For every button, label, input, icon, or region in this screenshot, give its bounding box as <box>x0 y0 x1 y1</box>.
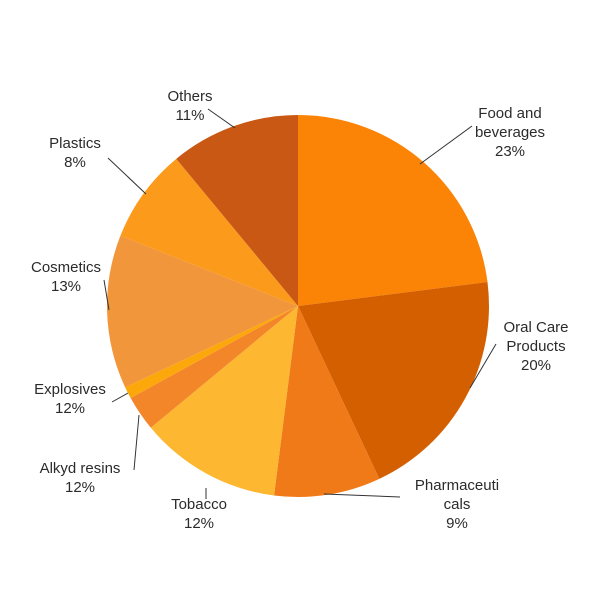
pie-slice-cosmetics <box>107 235 299 388</box>
leader-line <box>323 493 401 498</box>
pie-slices <box>107 115 489 497</box>
slice-category: Oral Care <box>503 319 568 336</box>
slice-label: Food and beverages 23% <box>475 105 545 160</box>
pie-slice-others <box>176 115 298 306</box>
slice-category: Explosives <box>34 381 106 398</box>
pie-slice-tobacco <box>150 306 298 496</box>
slice-category: Products <box>506 338 565 355</box>
leader-line <box>103 279 110 311</box>
slice-percent: 23% <box>495 143 525 160</box>
slice-label: Cosmetics 13% <box>31 259 101 295</box>
slice-label: Others 11% <box>167 88 212 124</box>
slice-percent: 12% <box>55 400 85 417</box>
slice-label: Plastics 8% <box>49 135 101 171</box>
slice-category: beverages <box>475 124 545 141</box>
slice-category: Food and <box>478 105 541 122</box>
slice-label: Tobacco 12% <box>171 496 227 532</box>
slice-labels: Food and beverages 23% Oral Care Products 20%… <box>31 88 569 532</box>
slice-percent: 20% <box>521 357 551 374</box>
pie-slice-oral-care-products <box>298 282 489 479</box>
slice-label: Explosives 12% <box>34 381 106 417</box>
slice-category: cals <box>444 496 471 513</box>
pie-slice-food-and-beverages <box>298 115 488 306</box>
slice-category: Tobacco <box>171 496 227 513</box>
slice-category: Pharmaceuti <box>415 477 499 494</box>
slice-label: Oral Care Products 20% <box>503 319 568 374</box>
slice-category: Plastics <box>49 135 101 152</box>
slice-label: Pharmaceuti cals 9% <box>415 477 499 532</box>
leader-line <box>107 157 147 195</box>
pie-slice-plastics <box>120 158 298 306</box>
slice-percent: 13% <box>51 278 81 295</box>
slice-category: Cosmetics <box>31 259 101 276</box>
leader-line <box>111 392 129 403</box>
slice-category: Others <box>167 88 212 105</box>
leader-line <box>133 414 140 471</box>
leader-line <box>419 125 473 165</box>
slice-percent: 12% <box>65 479 95 496</box>
slice-percent: 9% <box>446 515 468 532</box>
slice-label: Alkyd resins 12% <box>40 460 121 496</box>
slice-percent: 8% <box>64 154 86 171</box>
slice-percent: 11% <box>176 107 205 124</box>
pie-slice-pharmaceuti-cals <box>274 306 380 497</box>
leader-lines <box>103 108 497 499</box>
pie-slice-alkyd-resins <box>130 306 298 428</box>
slice-category: Alkyd resins <box>40 460 121 477</box>
leader-line <box>207 108 236 129</box>
leader-line <box>469 343 497 389</box>
slice-percent: 12% <box>184 515 214 532</box>
pie-slice-explosives <box>125 306 299 399</box>
